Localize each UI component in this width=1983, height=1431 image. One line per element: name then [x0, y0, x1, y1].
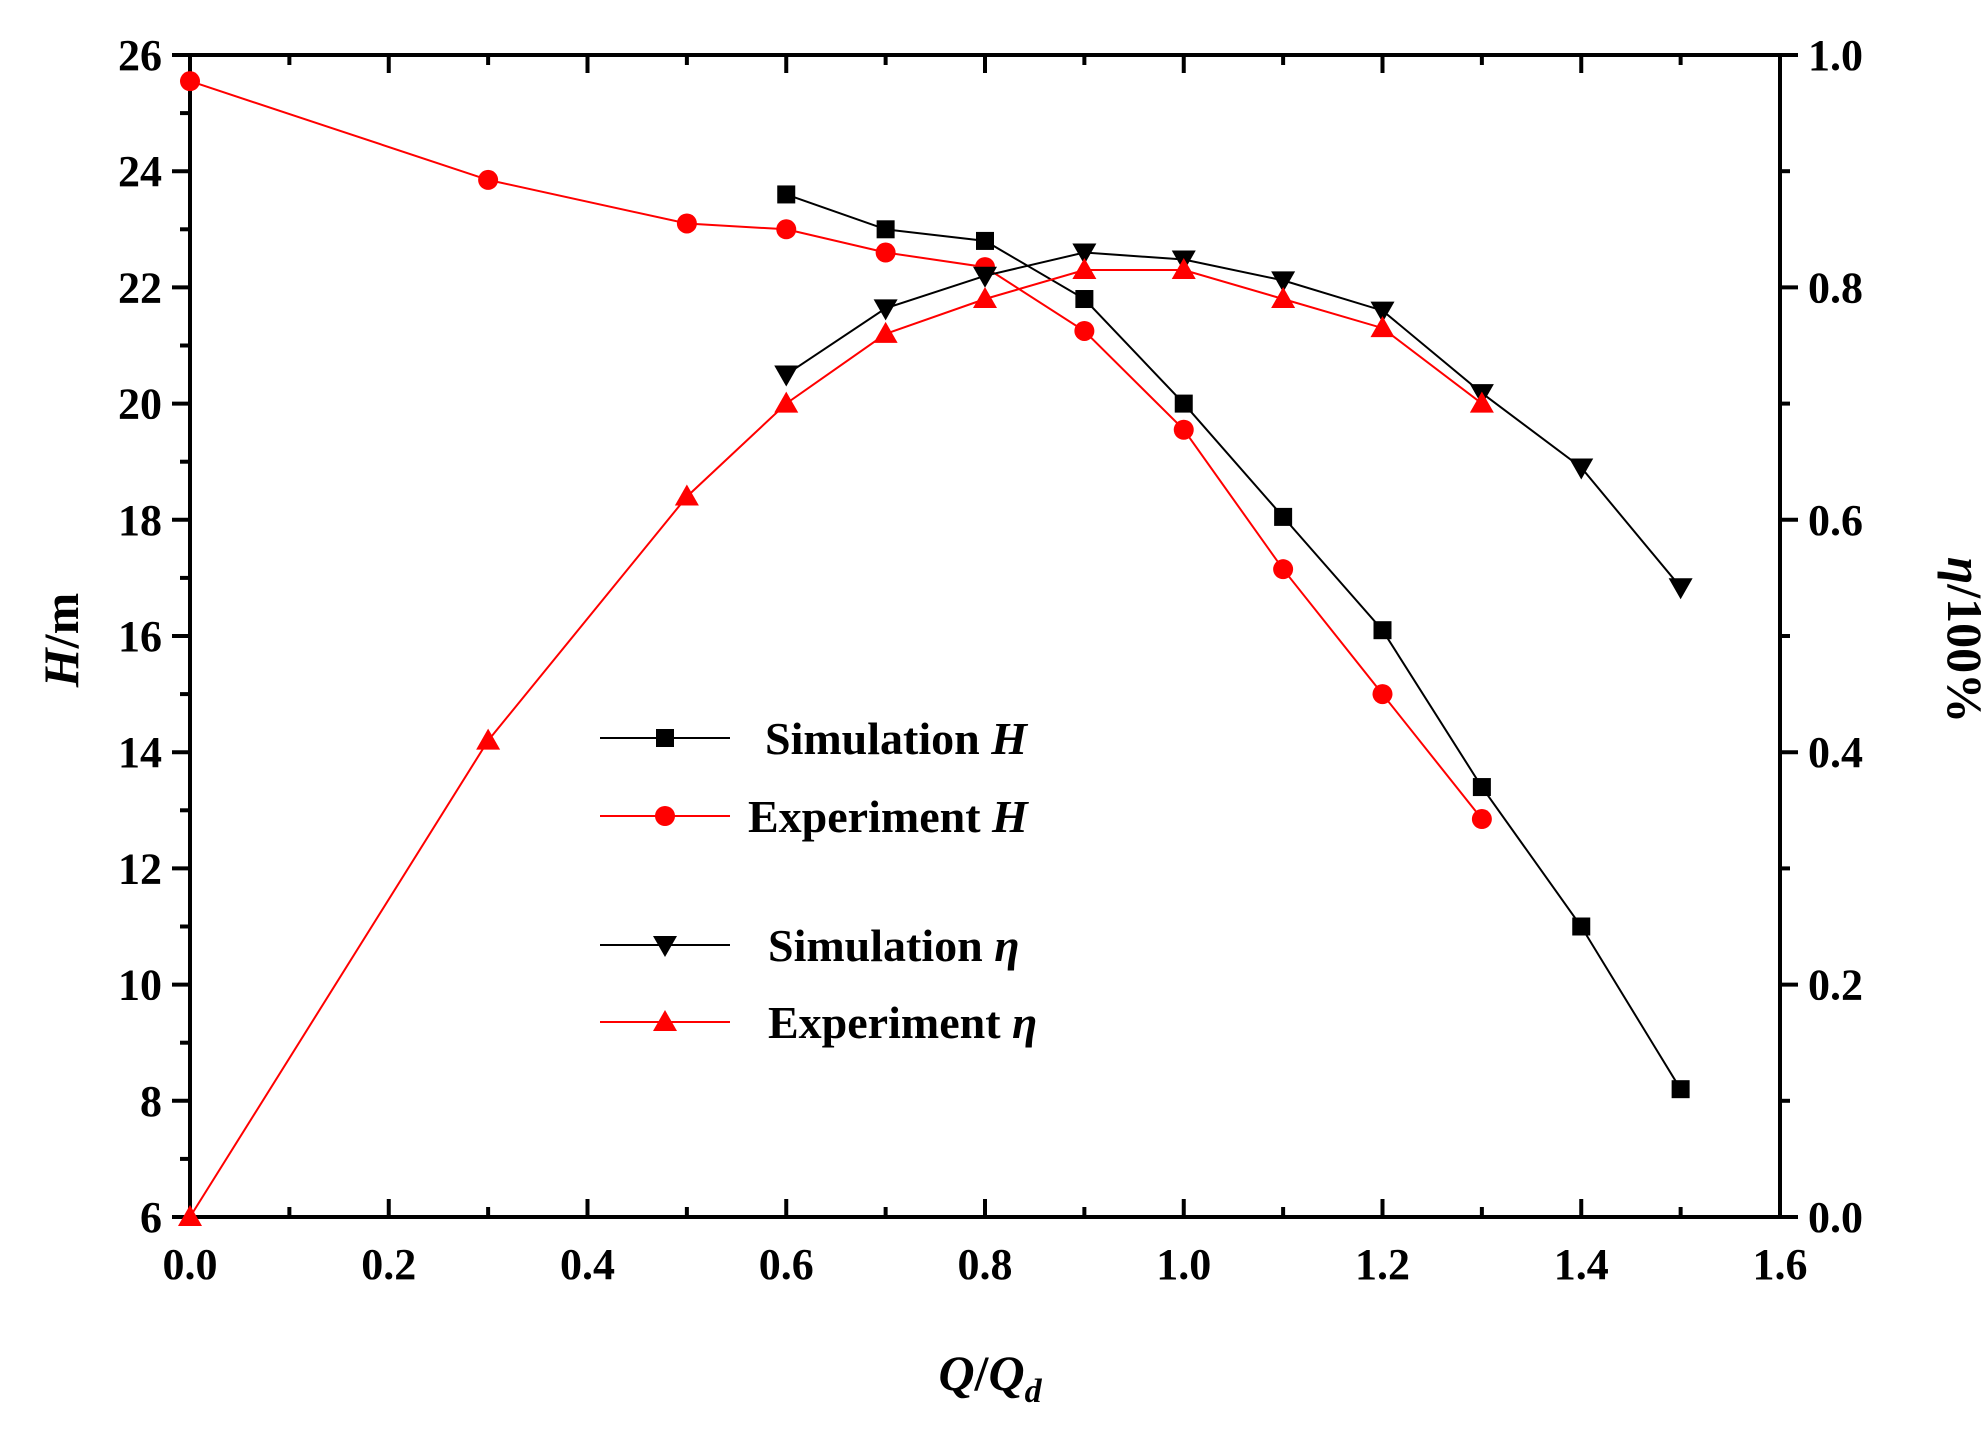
data-point — [1370, 301, 1395, 323]
data-point — [776, 219, 797, 240]
data-point — [1373, 621, 1392, 640]
data-point — [973, 266, 997, 288]
y-left-tick-label: 16 — [118, 612, 162, 661]
data-point — [476, 728, 501, 750]
y-left-tick-label: 26 — [118, 31, 162, 80]
data-point — [973, 287, 997, 309]
data-point — [1171, 257, 1196, 279]
legend-label: Simulation H — [765, 713, 1028, 764]
data-point — [1273, 559, 1294, 580]
legend-marker — [656, 729, 674, 747]
data-point — [1174, 394, 1193, 413]
data-point — [1671, 1080, 1690, 1099]
y-right-tick-label: 0.8 — [1808, 263, 1863, 312]
y-left-tick-label: 18 — [118, 496, 162, 545]
data-point — [876, 220, 895, 239]
data-point — [873, 299, 898, 321]
x-tick-label: 0.4 — [560, 1240, 615, 1289]
legend-label-symbol: η — [1012, 997, 1037, 1048]
x-tick-label: 1.4 — [1554, 1240, 1609, 1289]
data-point — [1075, 290, 1094, 309]
series-3 — [178, 257, 1494, 1226]
x-tick-label: 1.2 — [1355, 1240, 1410, 1289]
data-point — [1469, 391, 1494, 413]
data-point — [180, 71, 200, 92]
data-point — [1072, 243, 1097, 265]
x-tick-label: 0.8 — [958, 1240, 1013, 1289]
data-point — [976, 231, 994, 250]
data-point — [774, 365, 799, 387]
data-point — [875, 242, 896, 263]
legend-label-text: Experiment — [748, 791, 992, 842]
data-point — [1271, 271, 1296, 293]
y-right-tick-label: 0.4 — [1808, 728, 1863, 777]
data-point — [1372, 684, 1393, 705]
y-right-axis-title: η/100% — [1937, 557, 1983, 723]
legend-item: Experiment H — [600, 791, 1029, 842]
y-right-tick-label: 0.0 — [1808, 1193, 1863, 1242]
legend-marker — [653, 936, 677, 957]
data-point — [777, 185, 796, 204]
y-left-axis-title: H/m — [33, 593, 89, 688]
data-point — [1072, 257, 1097, 279]
y-left-tick-label: 22 — [118, 263, 162, 312]
legend-label-text: Experiment — [768, 997, 1012, 1048]
data-point — [1173, 419, 1194, 440]
data-point — [676, 213, 697, 234]
x-tick-label: 0.2 — [361, 1240, 416, 1289]
legend-label-text: Simulation — [765, 713, 991, 764]
axes: 0.0 0.2 0.4 0.6 0.8 1.0 1.2 1.4 1.6 6 8 10 12 14 16 18 2… — [118, 31, 1863, 1289]
y-left-tick-label: 14 — [118, 728, 162, 777]
y-left-tick-label: 12 — [118, 844, 162, 893]
x-tick-label: 0.6 — [759, 1240, 814, 1289]
legend-label: Experiment η — [768, 997, 1037, 1048]
legend-marker — [653, 1010, 677, 1031]
data-point — [1274, 507, 1293, 526]
legend-label: Experiment H — [748, 791, 1029, 842]
legend-label-symbol: H — [991, 791, 1029, 842]
legend-marker — [655, 806, 675, 826]
plot-area — [178, 71, 1693, 1226]
legend-item: Simulation η — [600, 920, 1019, 971]
y-left-tick-label: 20 — [118, 380, 162, 429]
y-right-tick-label: 1.0 — [1808, 31, 1863, 80]
data-point — [478, 169, 499, 190]
legend-label-symbol: H — [990, 713, 1028, 764]
data-point — [674, 484, 699, 506]
data-point — [1471, 809, 1492, 830]
legend-item: Experiment η — [600, 997, 1037, 1048]
series-line — [785, 251, 1682, 588]
data-point — [873, 321, 898, 343]
data-point — [1370, 316, 1395, 338]
data-point — [1074, 320, 1095, 341]
y-right-tick-label: 0.6 — [1808, 496, 1863, 545]
data-point — [774, 391, 799, 413]
axis-titles: Q/Qd H/m η/100% — [33, 557, 1983, 1410]
series-0 — [777, 185, 1690, 1099]
data-point — [1271, 287, 1296, 309]
legend-label-symbol: η — [994, 920, 1019, 971]
x-tick-label: 1.0 — [1156, 1240, 1211, 1289]
legend-label: Simulation η — [768, 920, 1019, 971]
series-line — [785, 193, 1682, 1090]
y-left-tick-label: 6 — [140, 1193, 162, 1242]
data-point — [1472, 778, 1491, 797]
x-tick-label: 0.0 — [163, 1240, 218, 1289]
y-right-tick-label: 0.2 — [1808, 961, 1863, 1010]
legend-item: Simulation H — [600, 713, 1028, 764]
data-point — [178, 1205, 202, 1226]
data-point — [1668, 578, 1693, 600]
y-left-tick-label: 24 — [118, 147, 162, 196]
data-point — [1569, 458, 1594, 480]
series-line — [189, 80, 1483, 820]
x-tick-label: 1.6 — [1753, 1240, 1808, 1289]
series-2 — [774, 243, 1693, 600]
data-point — [1572, 917, 1591, 936]
x-axis-title: Q/Qd — [938, 1345, 1042, 1410]
y-left-tick-label: 8 — [140, 1077, 162, 1126]
legend-label-text: Simulation — [768, 920, 994, 971]
y-left-tick-label: 10 — [118, 961, 162, 1010]
